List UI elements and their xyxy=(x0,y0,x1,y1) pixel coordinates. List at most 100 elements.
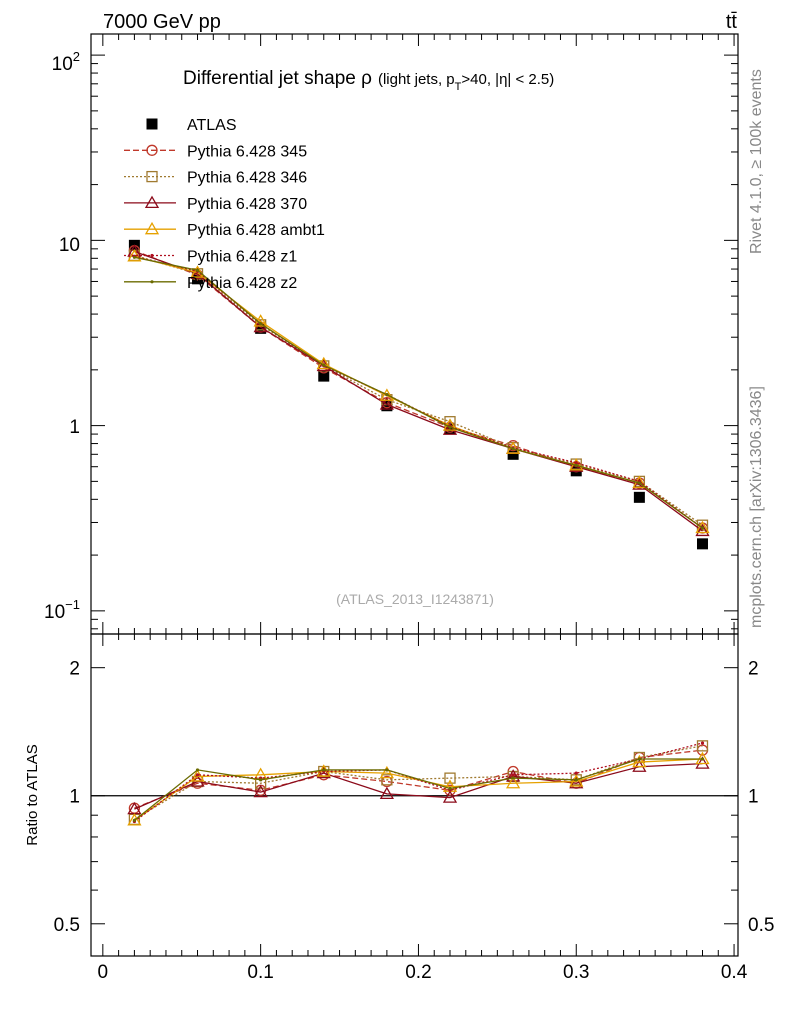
ratio-ytick-label-right: 2 xyxy=(748,659,759,680)
ratio-series-line xyxy=(133,758,703,821)
ratio-data-point xyxy=(316,765,331,779)
main-data-point xyxy=(379,397,395,410)
ratio-data-point xyxy=(511,776,515,780)
ratio-data-point xyxy=(259,778,263,782)
ratio-data-point xyxy=(696,740,709,752)
main-series-2 xyxy=(128,249,709,531)
main-series-5 xyxy=(132,254,705,530)
main-data-point xyxy=(318,370,330,382)
main-title-sub: (light jets, p xyxy=(378,71,455,88)
main-plot xyxy=(90,33,739,635)
ratio-data-point xyxy=(569,775,584,789)
main-title-sub-T: T xyxy=(455,81,462,93)
ratio-ylabel: Ratio to ATLAS xyxy=(24,744,41,845)
ratio-data-point xyxy=(695,751,710,765)
ratio-data-point xyxy=(632,754,647,768)
legend-marker xyxy=(146,170,158,183)
legend-label: Pythia 6.428 346 xyxy=(187,170,307,187)
main-data-point xyxy=(132,255,136,259)
ratio-ytick-label: 2 xyxy=(69,659,80,680)
ratio-data-point xyxy=(574,778,578,782)
main-series-4 xyxy=(127,249,710,534)
ratio-series-line xyxy=(134,758,703,821)
ratio-series-line xyxy=(134,745,703,820)
legend-marker xyxy=(144,195,160,209)
legend-label: Pythia 6.428 z2 xyxy=(187,275,297,292)
main-data-point xyxy=(444,423,456,435)
rivet-version-label: Rivet 4.1.0, ≥ 100k events xyxy=(748,69,765,254)
ratio-data-point xyxy=(637,757,641,761)
ratio-data-point xyxy=(700,757,705,761)
ytick-label-10: 10 xyxy=(59,235,80,256)
ratio-data-point xyxy=(700,741,705,745)
legend-label: Pythia 6.428 ambt1 xyxy=(187,222,325,239)
main-series-6 xyxy=(132,255,705,530)
legend-marker xyxy=(146,144,158,156)
legend-item: Pythia 6.428 346 xyxy=(124,170,307,187)
main-series-line xyxy=(134,250,703,532)
legend-item: Pythia 6.428 z2 xyxy=(124,275,297,292)
xtick-label: 0.4 xyxy=(721,962,748,983)
ratio-data-point xyxy=(506,775,521,789)
main-data-point xyxy=(700,526,705,530)
ratio-series-line xyxy=(134,762,703,810)
main-data-point xyxy=(695,523,710,537)
ratio-data-point xyxy=(132,818,136,823)
main-data-point xyxy=(190,265,205,278)
mcplots-label: mcplots.cern.ch [arXiv:1306.3436] xyxy=(748,386,765,628)
main-data-point xyxy=(259,322,263,326)
ratio-data-point xyxy=(379,786,395,800)
legend-marker xyxy=(150,280,154,284)
ratio-data-point xyxy=(253,784,268,798)
main-data-point xyxy=(379,388,395,401)
main-data-point xyxy=(633,491,645,503)
legend-item: Pythia 6.428 345 xyxy=(124,143,307,160)
watermark: (ATLAS_2013_I1243871) xyxy=(336,591,494,607)
ratio-frame xyxy=(90,633,739,957)
main-data-point xyxy=(381,400,393,412)
main-data-point xyxy=(695,520,710,534)
ytick-100-exp: 2 xyxy=(73,49,80,64)
ratio-data-point xyxy=(444,772,456,784)
ytick-01-base: 10 xyxy=(44,602,65,623)
main-data-point xyxy=(696,538,708,550)
main-series-line xyxy=(134,255,703,529)
legend-label: ATLAS xyxy=(187,117,237,134)
ratio-series-5 xyxy=(132,757,705,823)
ytick-label-0.1: 10−1 xyxy=(44,597,80,623)
ratio-data-point xyxy=(195,768,200,772)
legend-label: Pythia 6.428 z1 xyxy=(187,249,297,266)
ratio-ytick-label-right: 1 xyxy=(748,787,759,808)
legend-marker xyxy=(146,118,158,130)
legend-item: Pythia 6.428 z1 xyxy=(124,249,297,266)
main-title-sub-rest: >40, |η| < 2.5) xyxy=(461,71,554,88)
main-ytick-labels: 102 10 1 10−1 xyxy=(44,49,80,623)
ratio-data-point xyxy=(322,768,326,772)
legend-label: Pythia 6.428 345 xyxy=(187,143,307,160)
header-left: 7000 GeV pp xyxy=(103,11,221,33)
ratio-ytick-label: 0.5 xyxy=(54,915,80,936)
header-right: tt̄ xyxy=(726,11,738,33)
ratio-data-point xyxy=(574,771,578,775)
xtick-label: 0 xyxy=(98,962,109,983)
ratio-series-1 xyxy=(128,740,709,826)
xtick-label: 0.3 xyxy=(563,962,589,983)
main-title: Differential jet shape ρ (light jets, pT>… xyxy=(183,68,554,93)
ratio-data-point xyxy=(195,773,200,777)
main-data-point xyxy=(574,461,578,465)
ratio-data-point xyxy=(190,769,205,782)
legend-label: Pythia 6.428 370 xyxy=(187,196,307,213)
legend-item: Pythia 6.428 370 xyxy=(124,195,307,213)
ratio-data-point xyxy=(127,813,142,826)
main-data-point xyxy=(322,363,326,367)
main-data-point xyxy=(385,393,389,397)
main-data-point xyxy=(442,422,458,435)
ratio-plot: 0.5 0.5 1 1 2 2 0 0.1 0.2 0.3 0.4 xyxy=(54,633,774,983)
main-data-point xyxy=(574,463,578,467)
main-data-point xyxy=(637,481,641,485)
main-data-point xyxy=(195,268,200,272)
main-data-point xyxy=(511,447,515,451)
ytick-label-100: 102 xyxy=(52,49,80,75)
ratio-data-point xyxy=(385,768,389,772)
